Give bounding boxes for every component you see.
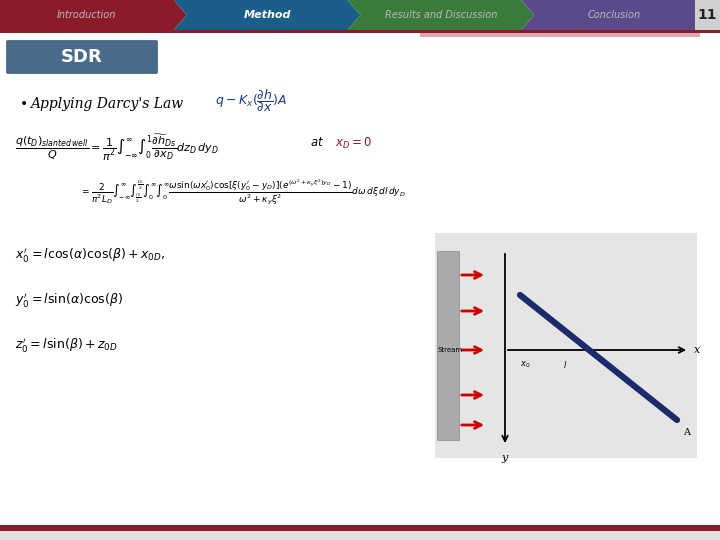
Text: $z_0^{\prime}=l\sin(\beta)+z_{0D}$: $z_0^{\prime}=l\sin(\beta)+z_{0D}$ [15, 336, 118, 354]
Bar [437, 251, 459, 440]
Text: x: x [694, 345, 701, 355]
Bar [695, 0, 720, 30]
Text: Results and Discussion: Results and Discussion [384, 10, 497, 20]
Text: $l$: $l$ [563, 359, 567, 370]
Text: SDR: SDR [61, 48, 103, 66]
Bar [0, 30, 720, 33]
Text: 11: 11 [697, 8, 716, 22]
Bar [0, 531, 720, 540]
Text: $at$: $at$ [310, 137, 324, 150]
Text: $x_0$: $x_0$ [520, 359, 530, 369]
Bar [0, 525, 720, 531]
Text: A: A [683, 428, 690, 437]
Text: Introduction: Introduction [57, 10, 117, 20]
Text: $y_0^{\prime}=l\sin(\alpha)\cos(\beta)$: $y_0^{\prime}=l\sin(\alpha)\cos(\beta)$ [15, 291, 123, 309]
Text: y: y [502, 453, 508, 463]
Text: •: • [20, 97, 28, 111]
Text: $x_0^{\prime}=l\cos(\alpha)\cos(\beta)+x_{0D},$: $x_0^{\prime}=l\cos(\alpha)\cos(\beta)+x… [15, 246, 166, 264]
FancyBboxPatch shape [6, 40, 158, 73]
Text: Stream: Stream [438, 347, 463, 353]
Text: Applying Darcy's Law: Applying Darcy's Law [30, 97, 183, 111]
Text: Method: Method [243, 10, 291, 20]
Bar [435, 233, 697, 458]
Polygon shape [174, 0, 361, 30]
Text: $=\dfrac{2}{\pi^2L_D}\int_{-\infty}^{\infty}\int_{\frac{l_0}{2}}^{\frac{L_0}{2}}: $=\dfrac{2}{\pi^2L_D}\int_{-\infty}^{\in… [80, 178, 406, 207]
Polygon shape [0, 0, 186, 30]
Text: Conclusion: Conclusion [588, 10, 642, 20]
Polygon shape [521, 0, 708, 30]
Text: $q-K_x(\dfrac{\partial h}{\partial x})A$: $q-K_x(\dfrac{\partial h}{\partial x})A$ [215, 87, 287, 114]
Bar [420, 33, 700, 37]
Polygon shape [348, 0, 534, 30]
Text: $\dfrac{q(t_D)_{slanted\,well}}{Q}=\dfrac{1}{\pi^2}\int_{-\infty}^{\infty}\int_{: $\dfrac{q(t_D)_{slanted\,well}}{Q}=\dfra… [15, 133, 219, 163]
Text: $x_D=0$: $x_D=0$ [335, 136, 372, 151]
